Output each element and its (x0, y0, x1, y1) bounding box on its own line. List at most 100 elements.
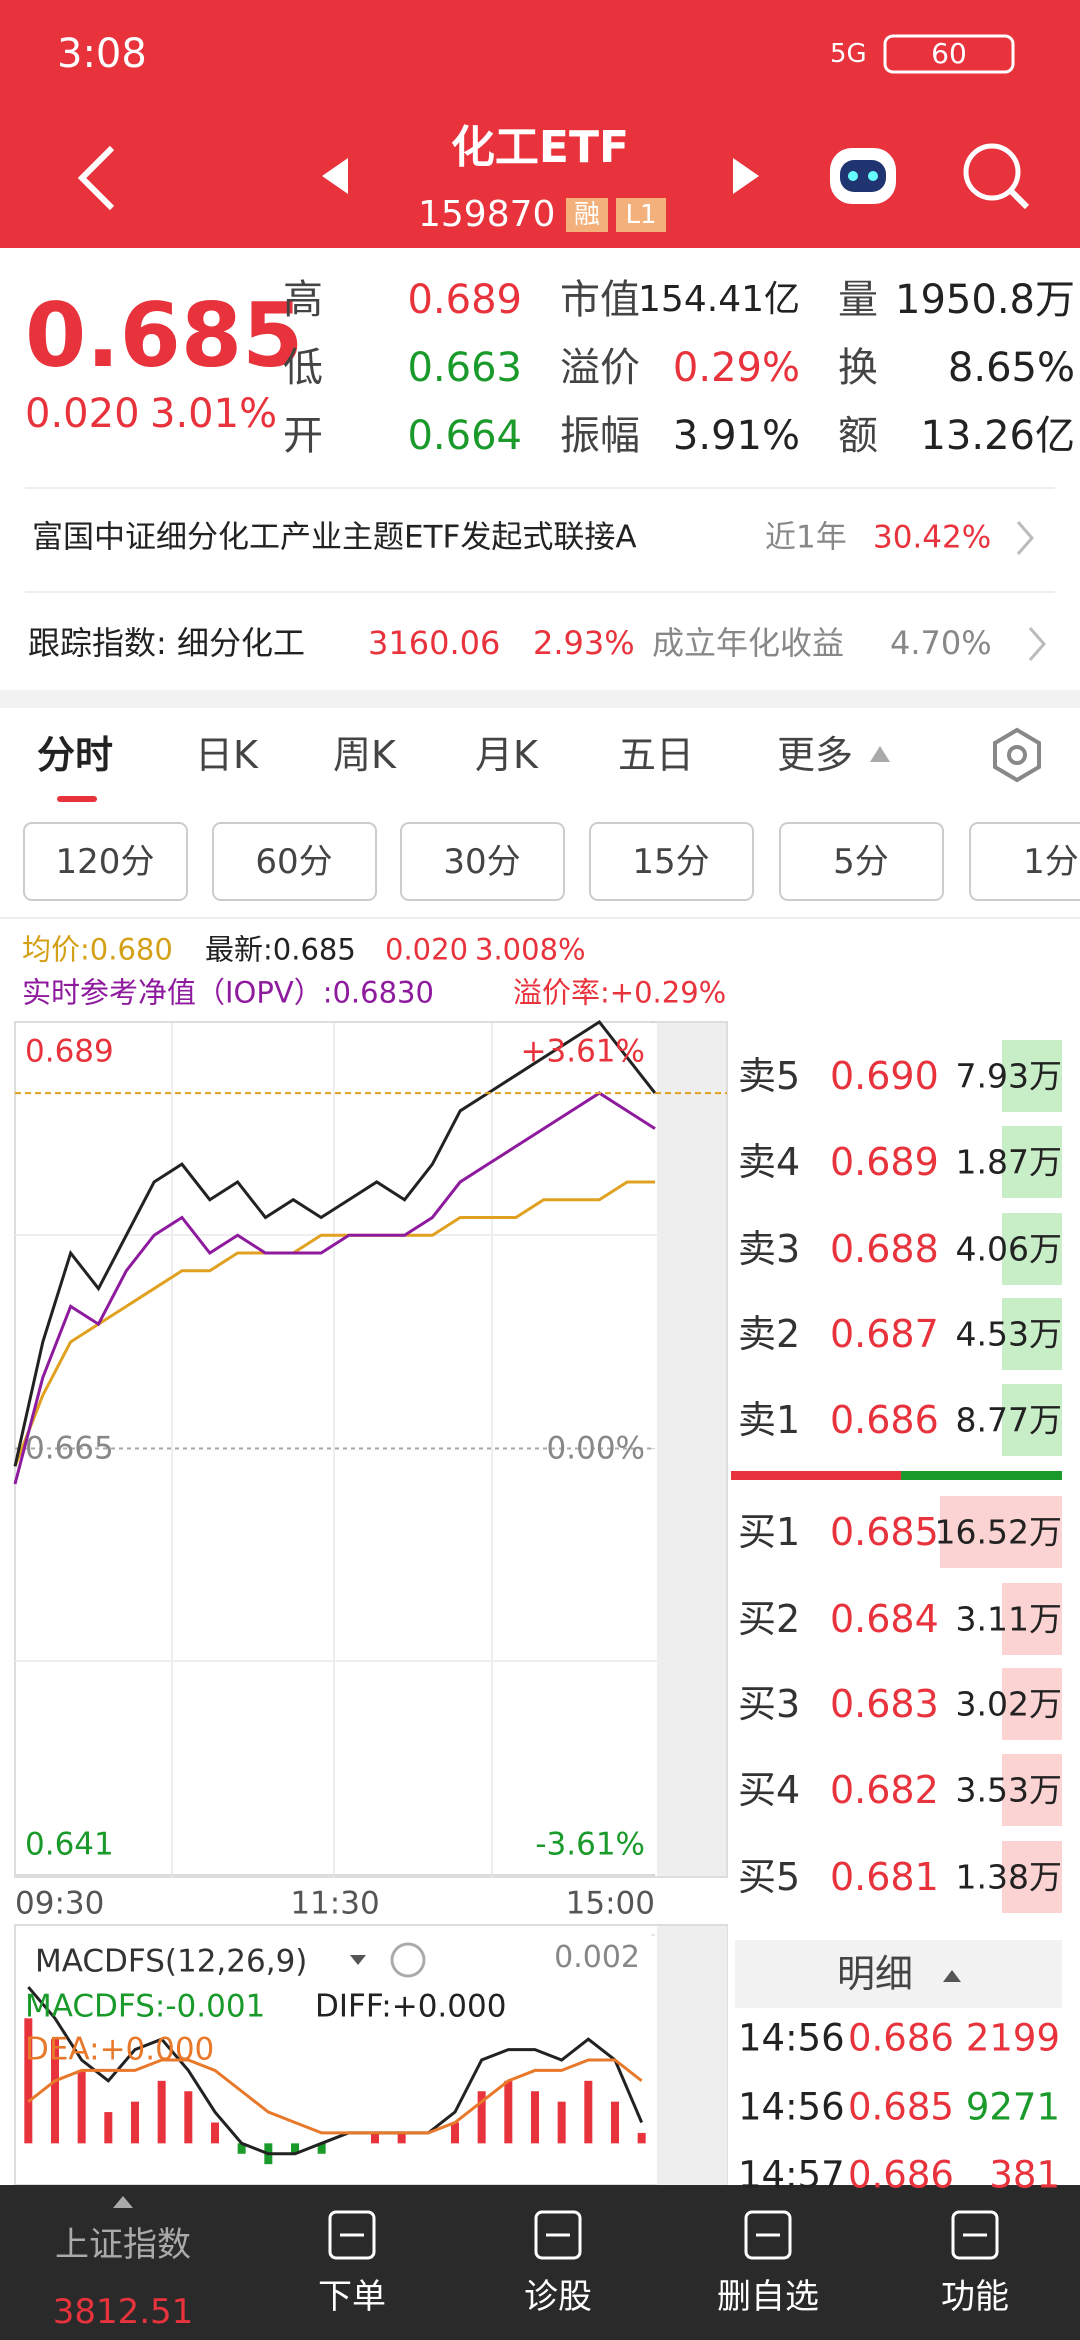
stat-value: 1950.8万 (895, 277, 1075, 323)
nav-item[interactable]: 功能 (941, 2277, 1009, 2317)
period-label[interactable]: 120分 (55, 842, 155, 882)
dea-label: DEA:+0.000 (25, 2031, 215, 2068)
book-price: 0.682 (830, 1768, 939, 1812)
info-premium: 溢价率:+0.29% (513, 975, 727, 1010)
volume-bg (940, 1496, 1062, 1568)
period-label[interactable]: 5分 (833, 842, 889, 882)
chevron[interactable] (1016, 521, 1034, 555)
trade-price: 0.686 (848, 2153, 954, 2197)
stat-value: 13.26亿 (920, 413, 1075, 459)
fund-name[interactable]: 富国中证细分化工产业主题ETF发起式联接A (32, 519, 637, 556)
stat-label: 换 (838, 345, 878, 391)
macd-title[interactable]: MACDFS(12,26,9) (35, 1943, 308, 1980)
trade-time: 14:56 (738, 2085, 845, 2129)
quote-change: 0.020 (25, 391, 140, 437)
nav-icon (951, 2210, 999, 2260)
macd-bar (504, 2080, 513, 2144)
book-price: 0.686 (830, 1398, 939, 1442)
book-volume: 3.53万 (955, 1770, 1062, 1810)
book-label: 买5 (738, 1855, 801, 1899)
y-tick-label: 0.665 (25, 1430, 114, 1466)
search-button[interactable] (963, 143, 1030, 210)
x-tick-label: 09:30 (15, 1885, 105, 1922)
info-avg: 均价:0.680 (22, 932, 173, 967)
volume-bg (1002, 1040, 1062, 1112)
stat-label: 溢价 (560, 345, 640, 391)
book-label: 买3 (738, 1682, 801, 1726)
nav-item[interactable]: 诊股 (524, 2277, 592, 2317)
nav-icon (534, 2210, 582, 2260)
trades-header-bg (735, 1940, 1062, 2008)
book-divider-green (901, 1471, 1062, 1480)
quote-change-pct: 3.01% (150, 391, 278, 437)
book-volume: 4.06万 (955, 1229, 1062, 1269)
price-line (13, 1180, 655, 1467)
book-price: 0.684 (830, 1597, 939, 1641)
period-button (969, 822, 1080, 901)
back-button[interactable] (77, 145, 115, 211)
badge-bg (566, 198, 608, 232)
fund-period: 近1年 (765, 519, 847, 556)
macd-bar (397, 2132, 406, 2144)
volume-bg (1002, 1841, 1062, 1913)
tab[interactable]: 更多 (777, 733, 854, 777)
macd-line (27, 1986, 644, 2156)
nav-index-name[interactable]: 上证指数 (55, 2225, 191, 2265)
stat-value: 0.689 (407, 277, 522, 323)
macd-bar (24, 2018, 33, 2144)
after-hours-area (657, 1022, 727, 1877)
section-gap (0, 690, 1080, 708)
book-volume: 8.77万 (955, 1400, 1062, 1440)
period-label[interactable]: 30分 (443, 842, 521, 882)
macd-bar (611, 2101, 619, 2144)
period-button (589, 822, 754, 901)
book-volume: 1.87万 (955, 1142, 1062, 1182)
book-label: 卖5 (738, 1054, 801, 1098)
nav-icon (744, 2210, 792, 2260)
macd-bar (451, 2122, 459, 2144)
help-button[interactable] (390, 1942, 426, 1978)
y-tick-label: 0.689 (25, 1033, 114, 1070)
period-label[interactable]: 1分 (1023, 842, 1079, 882)
stat-value: 3.91% (672, 413, 800, 459)
macd-bar (584, 2080, 593, 2144)
nav-item[interactable]: 下单 (318, 2277, 386, 2317)
nav-item[interactable]: 删自选 (717, 2277, 819, 2317)
stat-label: 振幅 (560, 413, 640, 459)
tab[interactable]: 五日 (618, 733, 695, 777)
trades-title[interactable]: 明细 (836, 1952, 914, 1996)
status-time: 3:08 (57, 31, 147, 77)
tab[interactable]: 月K (475, 733, 538, 777)
macd-bar (477, 2091, 486, 2144)
chevron[interactable] (1028, 627, 1046, 661)
more-arrow (870, 746, 890, 762)
tab[interactable]: 日K (195, 733, 258, 777)
period-label[interactable]: 15分 (632, 842, 710, 882)
x-tick-label: 15:00 (565, 1885, 655, 1922)
book-price: 0.688 (830, 1227, 939, 1271)
tab[interactable]: 分时 (37, 733, 114, 777)
price-line (13, 1091, 656, 1485)
macd-after-hours (657, 1926, 727, 2185)
assistant-button[interactable] (830, 148, 896, 204)
tab[interactable]: 周K (333, 733, 396, 777)
stat-label: 低 (283, 345, 323, 391)
status-battery: 60 (931, 37, 967, 70)
prev-button[interactable] (322, 158, 348, 194)
next-button[interactable] (733, 158, 759, 194)
header-code: 159870 (418, 194, 556, 235)
stat-value: 154.41亿 (638, 279, 800, 320)
book-volume: 7.93万 (955, 1056, 1062, 1096)
stat-label: 额 (838, 413, 878, 459)
dropdown-arrow[interactable] (350, 1955, 366, 1965)
since-value: 4.70% (890, 624, 992, 662)
stat-value: 0.664 (407, 413, 522, 459)
stat-label: 开 (283, 413, 323, 459)
y2-tick-label: -3.61% (535, 1826, 645, 1863)
volume-bg (1002, 1126, 1062, 1198)
macd-bar (157, 2080, 166, 2144)
settings-button[interactable] (993, 727, 1041, 783)
book-volume: 3.02万 (955, 1684, 1062, 1724)
period-label[interactable]: 60分 (255, 842, 333, 882)
